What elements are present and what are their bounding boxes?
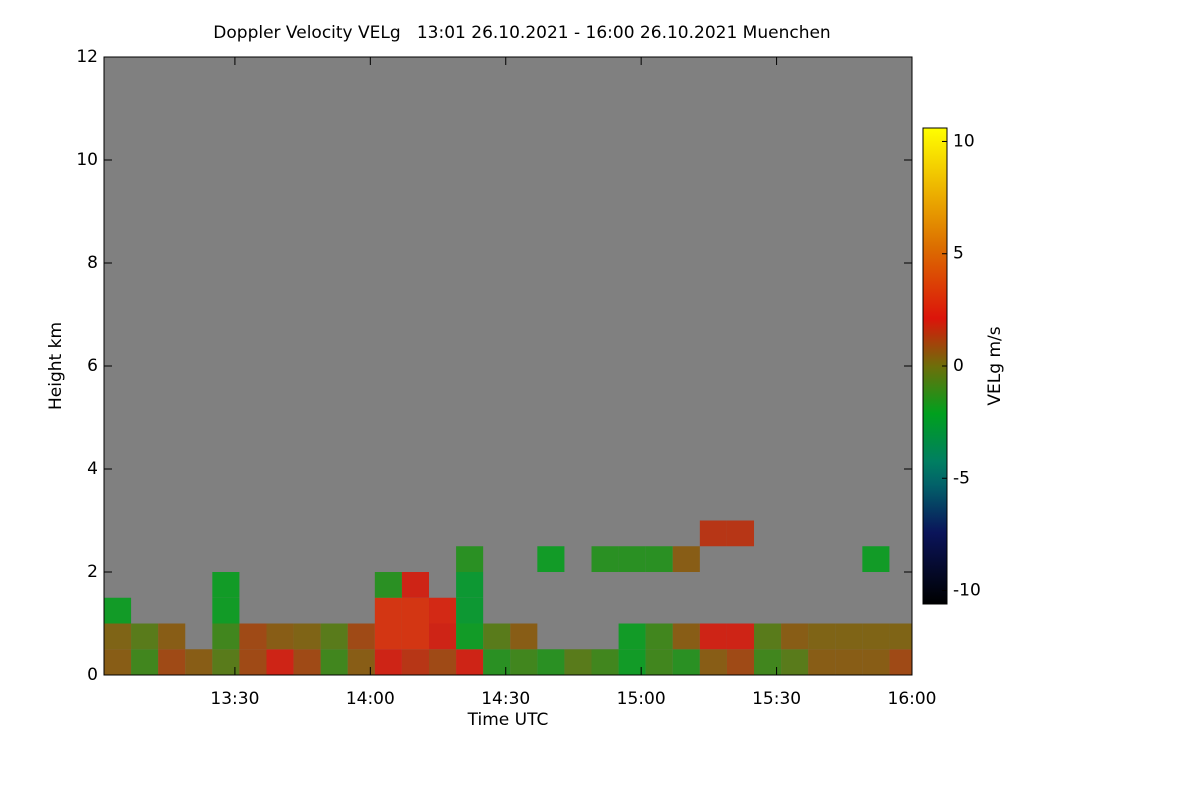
y-tick-label: 12	[76, 47, 98, 67]
heatmap-cell	[456, 546, 484, 572]
heatmap-cell	[862, 546, 890, 572]
heatmap-cell	[320, 649, 348, 675]
y-tick-label: 8	[87, 253, 98, 273]
x-tick-label: 15:00	[617, 689, 666, 709]
heatmap-cell	[726, 520, 755, 547]
heatmap-cell	[699, 649, 727, 675]
heatmap-cell	[401, 597, 430, 624]
heatmap-cell	[889, 649, 912, 675]
heatmap-cell	[456, 572, 484, 598]
y-tick-label: 0	[87, 665, 98, 685]
y-tick-label: 10	[76, 150, 98, 170]
heatmap-cell	[537, 649, 565, 675]
x-tick-label: 13:30	[210, 689, 259, 709]
heatmap-cell	[510, 623, 538, 650]
heatmap-cell	[266, 623, 294, 650]
heatmap-cell	[835, 649, 863, 675]
heatmap-cell	[456, 649, 484, 675]
heatmap-cell	[456, 597, 484, 624]
heatmap-cell	[645, 649, 673, 675]
heatmap-cell	[591, 649, 619, 675]
heatmap-cell	[104, 597, 132, 624]
heatmap-cell	[293, 623, 321, 650]
heatmap-cell	[726, 649, 755, 675]
heatmap-cell	[456, 623, 484, 650]
heatmap-cell	[429, 597, 457, 624]
colorbar-tick-label: 10	[953, 131, 975, 151]
heatmap-cell	[212, 572, 240, 598]
heatmap-cell	[510, 649, 538, 675]
x-tick-label: 15:30	[752, 689, 801, 709]
heatmap-cell	[239, 623, 267, 650]
heatmap-cell	[293, 649, 321, 675]
heatmap-cell	[672, 623, 700, 650]
heatmap-cell	[835, 623, 863, 650]
heatmap-cell	[212, 623, 240, 650]
colorbar-tick-label: -10	[953, 581, 981, 601]
y-tick-label: 2	[87, 562, 98, 582]
heatmap-cell	[672, 649, 700, 675]
colorbar-tick-label: 0	[953, 356, 964, 376]
heatmap-cell	[401, 623, 430, 650]
heatmap-cell	[320, 623, 348, 650]
heatmap-cell	[699, 520, 727, 547]
heatmap-cell	[131, 649, 159, 675]
x-axis-label: Time UTC	[467, 710, 549, 730]
colorbar-label: VELg m/s	[985, 326, 1005, 405]
heatmap-cell	[564, 649, 592, 675]
heatmap-cell	[645, 546, 673, 572]
heatmap-cell	[862, 623, 890, 650]
heatmap-cell	[374, 623, 402, 650]
heatmap-cell	[158, 649, 186, 675]
heatmap-cell	[726, 623, 755, 650]
heatmap-cell	[618, 623, 646, 650]
heatmap-cell	[889, 623, 912, 650]
chart-title: Doppler Velocity VELg 13:01 26.10.2021 -…	[213, 23, 830, 43]
heatmap-cell	[862, 649, 890, 675]
heatmap-cell	[808, 649, 836, 675]
heatmap-cell	[429, 649, 457, 675]
heatmap-cell	[158, 623, 186, 650]
heatmap-cell	[131, 623, 159, 650]
heatmap-cell	[401, 649, 430, 675]
heatmap-cell	[699, 623, 727, 650]
heatmap-cell	[754, 623, 782, 650]
colorbar-tick-label: 5	[953, 244, 964, 264]
heatmap-cell	[374, 572, 402, 598]
heatmap-cell	[645, 623, 673, 650]
heatmap-cell	[185, 649, 213, 675]
heatmap-cell	[401, 572, 430, 598]
heatmap-cell	[591, 546, 619, 572]
x-tick-label: 16:00	[888, 689, 937, 709]
heatmap-cell	[429, 623, 457, 650]
heatmap-cell	[212, 597, 240, 624]
y-tick-label: 6	[87, 356, 98, 376]
heatmap-cell	[347, 623, 375, 650]
x-tick-label: 14:00	[346, 689, 395, 709]
y-axis-label: Height km	[46, 322, 66, 410]
heatmap-cell	[781, 649, 809, 675]
heatmap-cell	[374, 649, 402, 675]
heatmap-cell	[104, 649, 132, 675]
heatmap-cell	[808, 623, 836, 650]
heatmap-cell	[483, 623, 511, 650]
x-tick-label: 14:30	[481, 689, 530, 709]
colorbar-tick-label: -5	[953, 468, 970, 488]
heatmap-cell	[266, 649, 294, 675]
heatmap-cell	[781, 623, 809, 650]
heatmap-cell	[537, 546, 565, 572]
heatmap-cell	[618, 546, 646, 572]
heatmap-cell	[672, 546, 700, 572]
heatmap-cell	[239, 649, 267, 675]
y-tick-label: 4	[87, 459, 98, 479]
heatmap-cell	[374, 597, 402, 624]
heatmap-cell	[104, 623, 132, 650]
